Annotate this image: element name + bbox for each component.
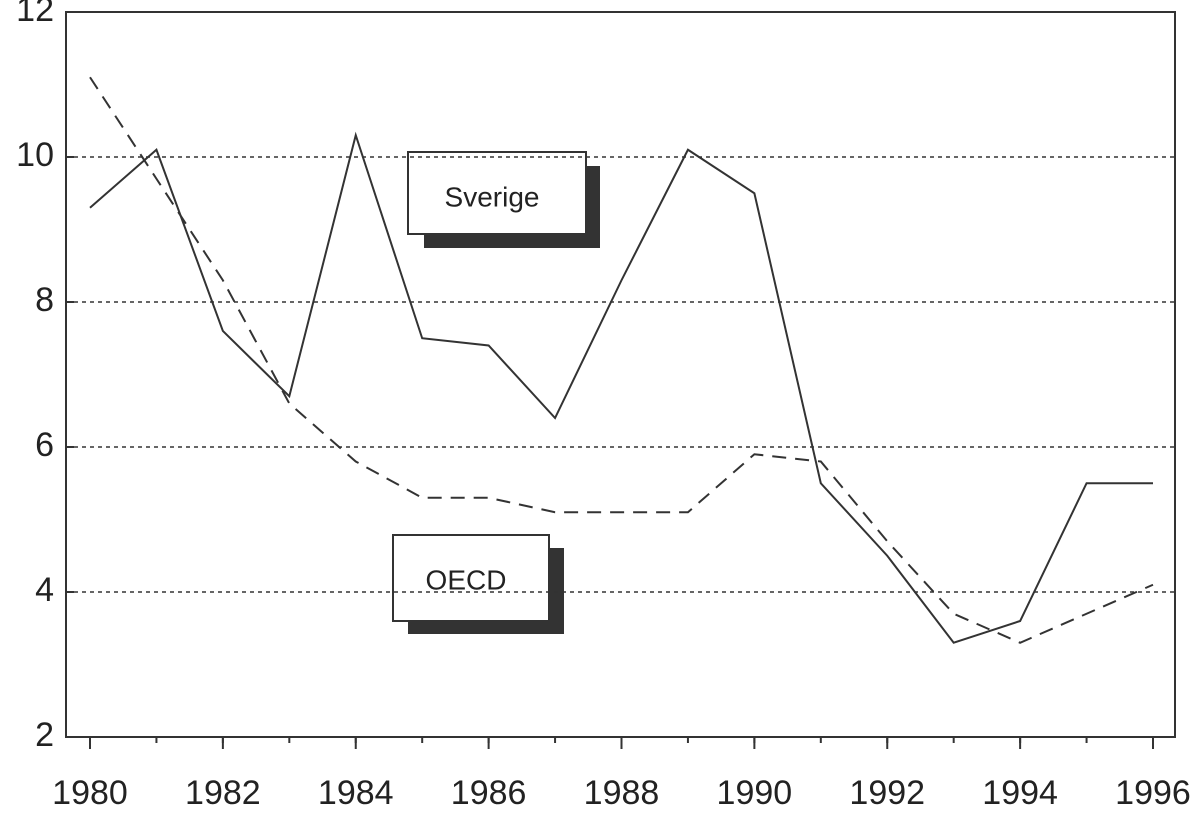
- y-tick-label: 4: [35, 571, 54, 609]
- plot-frame: [65, 11, 1176, 738]
- series-line: [89, 131, 1153, 644]
- y-tick-label: 2: [35, 716, 54, 754]
- x-tick-label: 1990: [717, 774, 793, 811]
- x-tick-label: 1992: [849, 774, 925, 811]
- x-tick-label: 1980: [52, 774, 128, 811]
- series-label: Sverige: [445, 181, 540, 212]
- label-box: [392, 534, 550, 622]
- label-box: [407, 151, 587, 235]
- x-tick-label: 1994: [982, 774, 1058, 811]
- series-line: [89, 76, 1154, 644]
- x-tick-label: 1996: [1115, 774, 1191, 811]
- y-tick-label: 8: [35, 281, 54, 319]
- y-tick-label: 12: [16, 0, 54, 29]
- x-tick-label: 1984: [318, 774, 394, 811]
- y-tick-label: 10: [16, 136, 54, 174]
- series-label: OECD: [426, 564, 507, 595]
- x-tick-label: 1988: [584, 774, 660, 811]
- x-tick-label: 1986: [451, 774, 527, 811]
- x-tick-label: 1982: [185, 774, 261, 811]
- y-tick-label: 6: [35, 426, 54, 464]
